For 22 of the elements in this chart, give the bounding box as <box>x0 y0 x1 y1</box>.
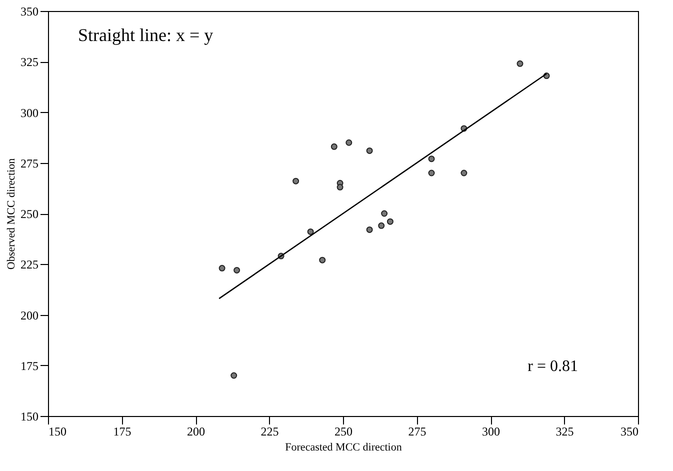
x-tick-label: 300 <box>482 424 500 438</box>
y-tick-label: 250 <box>20 207 38 221</box>
y-tick-label: 150 <box>20 410 38 424</box>
x-tick-label: 200 <box>187 424 205 438</box>
y-tick-label: 325 <box>20 55 38 70</box>
x-tick-label: 250 <box>334 424 352 438</box>
y-tick-label: 175 <box>20 358 38 373</box>
y-tick-label: 300 <box>20 106 38 120</box>
y-axis-title: Observed MCC direction <box>6 158 18 270</box>
annotation: Straight line: x = y <box>78 25 214 45</box>
y-tick-label: 350 <box>20 4 38 18</box>
y-tick-label: 225 <box>20 258 38 272</box>
x-tick-label: 350 <box>620 424 638 438</box>
y-tick-label: 200 <box>20 308 38 322</box>
x-tick-label: 150 <box>48 424 66 438</box>
x-axis-title: Forecasted MCC direction <box>285 442 402 454</box>
x-tick-label: 275 <box>408 424 426 438</box>
x-tick-label: 175 <box>113 424 132 438</box>
y-tick-label: 275 <box>20 156 38 170</box>
x-tick-label: 225 <box>260 424 279 438</box>
x-tick-label: 325 <box>556 424 574 438</box>
annotation: r = 0.81 <box>528 358 578 375</box>
